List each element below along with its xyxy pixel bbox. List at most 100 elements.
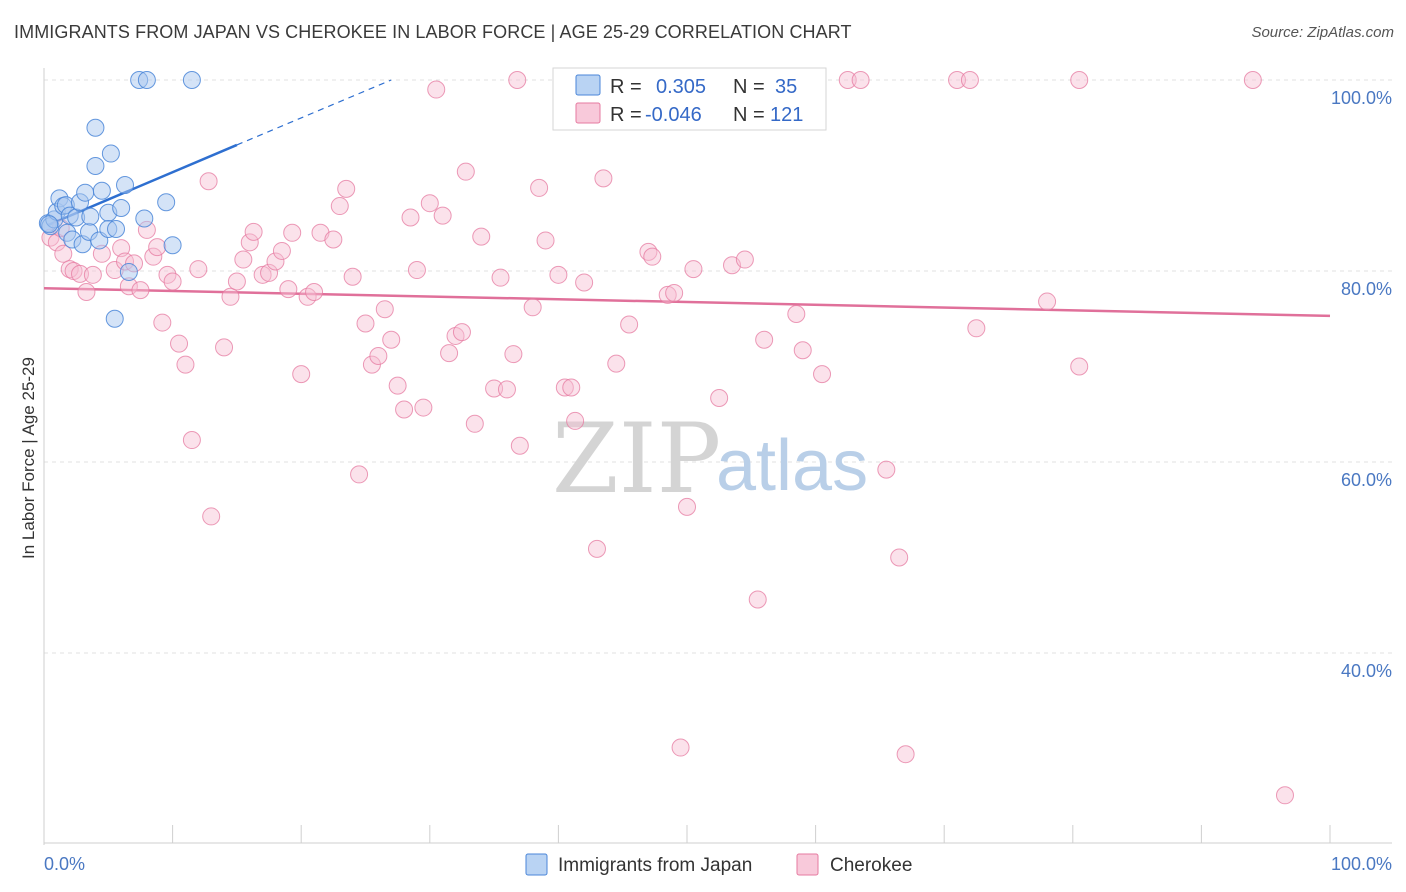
cherokee-point [787,304,806,323]
legend-n-label-japan: N = [733,76,765,98]
cherokee-point [427,80,446,99]
cherokee-point [163,272,182,291]
cherokee-point [452,323,471,342]
cherokee-point [607,354,626,373]
cherokee-point [658,285,677,304]
cherokee-point [401,208,420,227]
cherokee-point [369,346,388,365]
cherokee-point [131,281,150,300]
cherokee-point [838,71,857,89]
cherokee-point [221,287,240,306]
japan-point [163,236,182,255]
y-axis-label: In Labor Force | Age 25-29 [19,357,38,559]
cherokee-point [324,230,343,249]
japan-point [81,207,100,226]
japan-point [116,176,135,195]
cherokee-point [1243,71,1262,89]
cherokee-point [54,244,73,263]
cherokee-point [420,194,439,213]
cherokee-point [356,314,375,333]
legend-n-value-cherokee: 121 [770,104,803,126]
cherokee-point [562,378,581,397]
cherokee-point [504,345,523,364]
cherokee-point [671,738,690,757]
legend-r-label-japan: R = [610,76,642,98]
y-tick-label-100: 100.0% [1331,88,1392,108]
cherokee-point [305,283,324,302]
x-tick-label-max: 100.0% [1331,854,1392,874]
japan-point [86,118,105,137]
cherokee-point [343,267,362,286]
cherokee-point [530,178,549,197]
x-tick-label-min: 0.0% [44,854,85,874]
cherokee-point [112,239,131,258]
cherokee-point [292,365,311,384]
cherokee-point [536,231,555,250]
cherokee-point [176,355,195,374]
cherokee-point [170,334,189,353]
grid-lines [44,79,1392,654]
cherokee-point [77,283,96,302]
cherokee-point [153,313,172,332]
cherokee-point [555,378,574,397]
cherokee-point [440,344,459,363]
trend-line-japan-extension [236,79,392,146]
cherokee-point [227,272,246,291]
bottom-legend-swatch-cherokee [796,853,819,876]
cherokee-point [566,411,585,430]
cherokee-point [1070,71,1089,89]
legend-swatch-cherokee [575,102,601,124]
y-tick-label-40: 40.0% [1341,661,1392,681]
watermark: ZIP atlas [552,403,868,515]
cherokee-point [877,460,896,479]
bottom-legend: Immigrants from Japan Cherokee [525,853,912,876]
cherokee-point [665,283,684,302]
cherokee-point [182,431,201,450]
legend-box: R = 0.305 N = 35 R = -0.046 N = 121 [552,67,827,131]
cherokee-point [382,330,401,349]
japan-point [76,183,95,202]
cherokee-point [148,238,167,257]
cherokee-point [735,250,754,269]
cherokee-point [388,376,407,395]
cherokee-point [575,273,594,292]
cherokee-point [813,365,832,384]
legend-n-label-cherokee: N = [733,104,765,126]
cherokee-point [260,263,279,282]
cherokee-point [497,380,516,399]
japan-point [101,144,120,163]
bottom-legend-swatch-japan [525,853,548,876]
japan-point [40,215,59,234]
bottom-legend-label-japan: Immigrants from Japan [558,855,752,876]
data-points [38,71,1294,805]
cherokee-point [244,222,263,241]
japan-point [157,193,176,212]
japan-point [137,71,156,89]
cherokee-point [395,400,414,419]
japan-point [119,262,138,281]
cherokee-point [851,71,870,89]
watermark-zip: ZIP [552,403,721,515]
legend-r-value-japan: 0.305 [656,76,706,98]
chart-title: IMMIGRANTS FROM JAPAN VS CHEROKEE IN LAB… [14,22,852,42]
legend-n-value-japan: 35 [775,76,797,98]
y-tick-label-80: 80.0% [1341,279,1392,299]
japan-point [112,198,131,217]
cherokee-point [407,261,426,280]
legend-r-label-cherokee: R = [610,104,642,126]
cherokee-point [272,241,291,260]
cherokee-point [594,169,613,188]
y-tick-label-60: 60.0% [1341,470,1392,490]
cherokee-point [202,507,221,526]
cherokee-point [83,265,102,284]
cherokee-point [375,300,394,319]
cherokee-point [234,250,253,269]
japan-point [107,219,126,238]
legend-swatch-japan [575,74,601,96]
cherokee-point [678,497,696,516]
cherokee-point [485,379,504,398]
cherokee-point [337,179,356,198]
cherokee-point [253,265,272,284]
x-tick-labels: 0.0% 100.0% [44,854,1392,874]
